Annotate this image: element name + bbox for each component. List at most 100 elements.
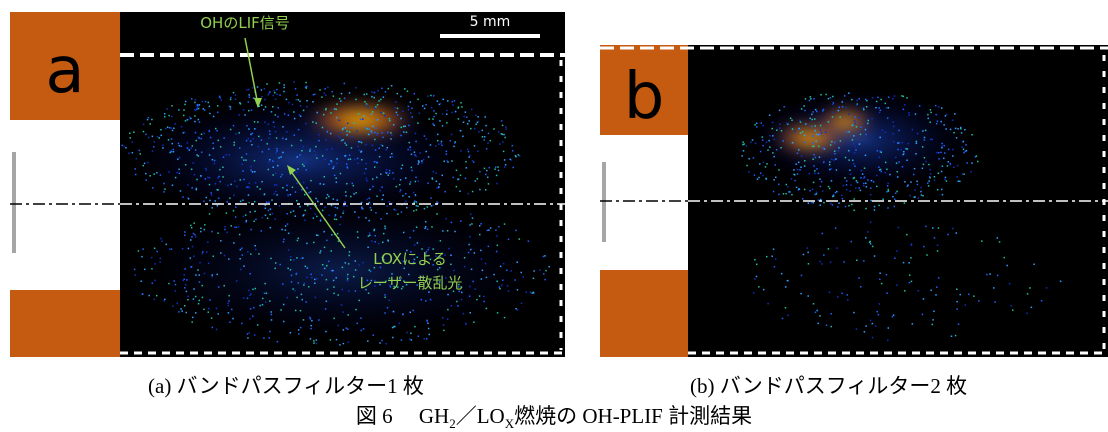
speckle bbox=[222, 176, 224, 178]
speckle bbox=[154, 263, 156, 265]
speckle bbox=[337, 240, 340, 242]
speckle bbox=[167, 139, 170, 141]
speckle bbox=[439, 256, 441, 259]
speckle bbox=[865, 325, 867, 327]
speckle bbox=[846, 180, 848, 182]
speckle bbox=[387, 87, 390, 90]
speckle bbox=[164, 115, 166, 118]
speckle bbox=[275, 190, 277, 193]
speckle bbox=[484, 116, 486, 118]
speckle bbox=[396, 114, 399, 116]
speckle bbox=[324, 308, 327, 310]
speckle bbox=[952, 148, 954, 151]
speckle bbox=[959, 126, 962, 129]
speckle bbox=[457, 107, 460, 109]
speckle bbox=[170, 115, 173, 118]
speckle bbox=[765, 141, 768, 144]
speckle bbox=[332, 269, 335, 272]
speckle bbox=[835, 169, 838, 171]
speckle bbox=[444, 190, 446, 193]
speckle bbox=[443, 329, 445, 332]
speckle bbox=[941, 193, 944, 196]
speckle bbox=[228, 105, 231, 108]
speckle bbox=[416, 284, 419, 286]
speckle bbox=[224, 228, 226, 231]
speckle bbox=[256, 186, 259, 188]
speckle bbox=[415, 176, 417, 179]
speckle bbox=[281, 173, 283, 176]
speckle bbox=[410, 153, 413, 156]
speckle bbox=[197, 155, 200, 157]
speckle bbox=[321, 263, 324, 266]
speckle bbox=[335, 108, 338, 111]
speckle bbox=[278, 157, 280, 159]
speckle bbox=[335, 277, 337, 279]
speckle bbox=[931, 323, 933, 326]
speckle bbox=[438, 186, 440, 188]
speckle bbox=[381, 198, 384, 201]
speckle bbox=[318, 133, 320, 136]
speckle bbox=[809, 96, 812, 98]
speckle bbox=[986, 273, 988, 276]
speckle bbox=[954, 113, 956, 115]
speckle bbox=[929, 109, 932, 111]
speckle bbox=[153, 173, 155, 175]
speckle bbox=[794, 179, 796, 182]
speckle bbox=[326, 264, 328, 267]
speckle bbox=[789, 191, 791, 193]
speckle bbox=[286, 189, 288, 191]
speckle bbox=[295, 273, 298, 275]
speckle bbox=[269, 133, 271, 135]
speckle bbox=[405, 192, 407, 195]
speckle bbox=[216, 129, 218, 132]
speckle bbox=[910, 280, 913, 283]
speckle bbox=[228, 154, 231, 156]
speckle bbox=[176, 302, 178, 304]
speckle bbox=[336, 207, 339, 209]
speckle bbox=[772, 152, 774, 154]
speckle bbox=[203, 308, 205, 311]
speckle bbox=[808, 99, 811, 102]
speckle bbox=[920, 194, 923, 196]
speckle bbox=[254, 182, 257, 184]
speckle bbox=[296, 156, 299, 158]
speckle bbox=[274, 98, 277, 101]
speckle bbox=[303, 214, 305, 216]
speckle bbox=[823, 161, 825, 163]
speckle bbox=[822, 147, 825, 149]
speckle bbox=[950, 335, 953, 337]
speckle bbox=[746, 164, 748, 167]
speckle bbox=[920, 190, 922, 193]
speckle bbox=[187, 198, 190, 200]
speckle bbox=[973, 295, 975, 297]
speckle bbox=[797, 149, 800, 151]
speckle bbox=[431, 226, 433, 228]
speckle bbox=[777, 183, 780, 186]
speckle bbox=[196, 105, 199, 107]
speckle bbox=[182, 114, 185, 117]
speckle bbox=[256, 324, 259, 326]
speckle bbox=[829, 161, 831, 163]
speckle bbox=[865, 207, 867, 210]
speckle bbox=[865, 105, 868, 108]
speckle bbox=[447, 161, 449, 163]
speckle bbox=[153, 146, 155, 148]
speckle bbox=[282, 126, 284, 128]
speckle bbox=[145, 133, 147, 136]
speckle bbox=[402, 195, 404, 197]
speckle bbox=[479, 170, 481, 173]
speckle bbox=[255, 218, 257, 221]
speckle bbox=[435, 172, 437, 174]
speckle bbox=[406, 331, 408, 334]
speckle bbox=[467, 192, 469, 195]
speckle bbox=[373, 229, 375, 232]
speckle bbox=[309, 318, 312, 320]
speckle bbox=[842, 184, 845, 187]
speckle bbox=[856, 181, 859, 184]
speckle bbox=[190, 226, 193, 229]
speckle bbox=[368, 197, 371, 200]
speckle bbox=[134, 274, 136, 276]
speckle bbox=[893, 125, 895, 128]
speckle bbox=[408, 141, 410, 144]
speckle bbox=[427, 322, 429, 324]
